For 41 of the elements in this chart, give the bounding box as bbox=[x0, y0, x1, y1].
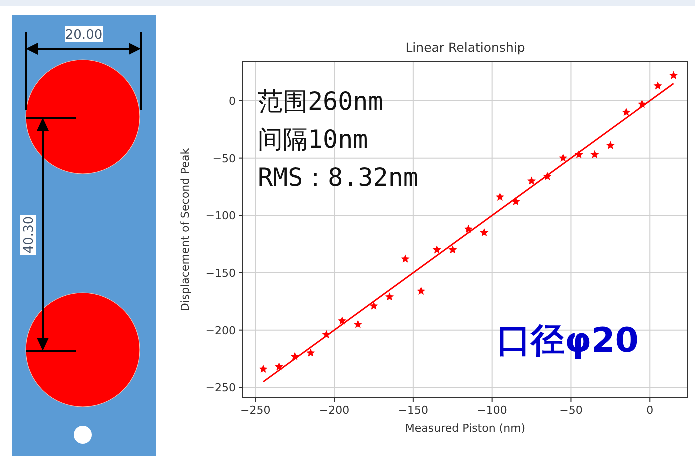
y-axis-title: Displacement of Second Peak bbox=[179, 148, 192, 312]
text: 40.30 bbox=[22, 216, 37, 254]
text: 20.00 bbox=[65, 28, 103, 43]
annotation: 口径φ20 bbox=[497, 321, 639, 361]
annotation: 范围260nm bbox=[258, 87, 384, 116]
x-tick-label: −50 bbox=[560, 404, 583, 417]
y-tick-label: 0 bbox=[229, 94, 236, 108]
y-tick-label: −200 bbox=[206, 324, 236, 338]
point bbox=[559, 154, 568, 162]
point bbox=[259, 364, 268, 373]
y-tick-label: −250 bbox=[206, 382, 236, 395]
point bbox=[432, 246, 442, 254]
y-tick-label: −100 bbox=[206, 210, 236, 223]
point bbox=[654, 82, 662, 90]
annotation: RMS：8.32nm bbox=[258, 163, 418, 192]
chart-title: Linear Relationship bbox=[406, 40, 526, 55]
point bbox=[670, 71, 678, 80]
point bbox=[496, 192, 504, 201]
point bbox=[590, 150, 600, 159]
x-tick-label: −100 bbox=[477, 404, 508, 417]
x-tick-label: 0 bbox=[646, 404, 654, 417]
x-tick-label: −150 bbox=[398, 404, 429, 417]
x-axis-title: Measured Piston (nm) bbox=[405, 422, 526, 435]
annotation: 间隔10nm bbox=[258, 125, 368, 154]
point bbox=[338, 316, 347, 325]
x-tick-label: −250 bbox=[240, 404, 271, 417]
y-tick-label: −50 bbox=[212, 152, 236, 166]
point bbox=[417, 286, 426, 295]
point bbox=[480, 228, 489, 237]
x-tick-label: −200 bbox=[319, 404, 350, 417]
y-tick-label: −150 bbox=[206, 267, 236, 280]
point bbox=[606, 141, 615, 150]
point bbox=[275, 362, 284, 371]
point bbox=[401, 254, 410, 263]
point bbox=[448, 246, 458, 254]
point bbox=[622, 108, 631, 116]
point bbox=[306, 348, 316, 357]
point bbox=[370, 302, 378, 310]
point bbox=[385, 292, 394, 301]
point bbox=[527, 176, 536, 185]
point bbox=[354, 320, 362, 328]
